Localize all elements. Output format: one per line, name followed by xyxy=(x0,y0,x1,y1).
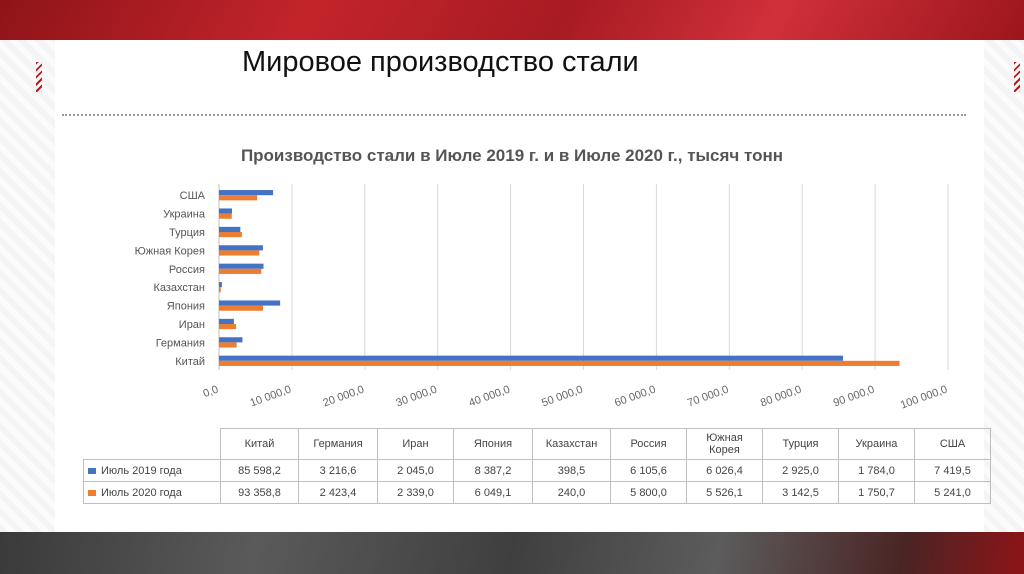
x-tick-label: 90 000,0 xyxy=(832,384,876,410)
table-header-cell: Китай xyxy=(220,428,299,460)
table-cell: 5 241,0 xyxy=(914,481,991,504)
legend-2020: Июль 2020 года xyxy=(83,481,221,504)
bar-2019 xyxy=(219,245,263,251)
bar-2019 xyxy=(219,282,222,288)
table-header-cell: США xyxy=(914,428,991,460)
bar-2019 xyxy=(219,263,264,269)
category-label: Турция xyxy=(169,227,205,239)
table-cell: 6 049,1 xyxy=(453,481,533,504)
table-row-2020: Июль 2020 года 93 358,8 2 423,4 2 339,0 6 0… xyxy=(83,481,991,504)
bar-2019 xyxy=(219,318,234,324)
bar-2020 xyxy=(219,342,237,348)
left-accent-mark xyxy=(36,62,42,92)
table-cell: 85 598,2 xyxy=(220,459,299,482)
bar-2020 xyxy=(219,232,242,238)
category-label: Украина xyxy=(163,209,206,221)
table-header-cell: Иран xyxy=(377,428,454,460)
bar-2019 xyxy=(219,190,274,196)
legend-label-2019: Июль 2019 года xyxy=(101,464,182,477)
table-header-cell: Германия xyxy=(298,428,378,460)
table-cell: 1 784,0 xyxy=(838,459,915,482)
legend-swatch-2020 xyxy=(88,489,96,496)
table-cell: 6 026,4 xyxy=(686,459,763,482)
right-decor-pattern xyxy=(984,40,1024,532)
bottom-decor-band xyxy=(0,532,1024,574)
table-header-row: Китай Германия Иран Япония Казахстан Россия Юж… xyxy=(84,428,991,460)
category-label: Япония xyxy=(167,301,205,313)
legend-swatch-2019 xyxy=(88,467,96,474)
table-header-cell: Турция xyxy=(762,428,839,460)
table-cell: 6 105,6 xyxy=(610,459,687,482)
category-label: Германия xyxy=(156,337,205,349)
table-cell: 5 800,0 xyxy=(610,481,687,504)
table-cell: 1 750,7 xyxy=(838,481,915,504)
bar-2020 xyxy=(219,213,232,219)
bar-2020 xyxy=(219,195,258,201)
x-tick-label: 10 000,0 xyxy=(249,384,293,410)
table-header-cell: Япония xyxy=(453,428,533,460)
bar-2019 xyxy=(219,355,844,361)
category-label: Южная Корея xyxy=(135,245,205,257)
category-label: Казахстан xyxy=(153,282,205,294)
bar-2020 xyxy=(219,360,900,366)
legend-2019: Июль 2019 года xyxy=(83,459,221,482)
table-cell: 2 423,4 xyxy=(298,481,378,504)
table-cell: 2 045,0 xyxy=(377,459,454,482)
table-corner xyxy=(84,429,221,460)
legend-label-2020: Июль 2020 года xyxy=(101,486,182,499)
right-accent-mark xyxy=(1014,62,1020,92)
category-label: Россия xyxy=(169,264,205,276)
table-header-cell: Южная Корея xyxy=(686,428,763,460)
table-cell: 8 387,2 xyxy=(453,459,533,482)
x-tick-label: 50 000,0 xyxy=(540,384,584,410)
bar-chart: Китай Германия Иран Япония Казахстан Россия Юж… xyxy=(135,184,949,412)
table-header-cell: Украина xyxy=(838,428,915,460)
data-table: Китай Германия Иран Япония Казахстан Россия Юж… xyxy=(83,428,991,504)
table-cell: 7 419,5 xyxy=(914,459,991,482)
table-row-2019: Июль 2019 года 85 598,2 3 216,6 2 045,0 8 3… xyxy=(83,459,991,482)
category-label: Иран xyxy=(179,319,205,331)
left-decor-pattern xyxy=(0,40,55,532)
top-decor-band xyxy=(0,0,1024,40)
bar-2020 xyxy=(219,268,262,274)
bar-2020 xyxy=(219,305,264,311)
slide-title: Мировое производство стали xyxy=(242,46,639,78)
table-cell: 5 526,1 xyxy=(686,481,763,504)
category-label: Китай xyxy=(175,356,205,368)
x-tick-label: 100 000,0 xyxy=(899,384,949,412)
bar-2019 xyxy=(219,337,243,343)
table-cell: 2 925,0 xyxy=(762,459,839,482)
x-tick-label: 30 000,0 xyxy=(394,384,438,410)
chart-title: Производство стали в Июле 2019 г. и в Ию… xyxy=(240,146,784,165)
table-cell: 240,0 xyxy=(532,481,611,504)
table-header-cell: Казахстан xyxy=(532,428,611,460)
title-divider xyxy=(62,114,966,116)
category-label: США xyxy=(180,190,206,202)
table-cell: 2 339,0 xyxy=(377,481,454,504)
x-tick-label: 40 000,0 xyxy=(467,384,511,410)
table-cell: 3 216,6 xyxy=(298,459,378,482)
table-header-cell: Россия xyxy=(610,428,687,460)
x-tick-label: 60 000,0 xyxy=(613,384,657,410)
x-tick-label: 0,0 xyxy=(202,384,220,401)
bar-2019 xyxy=(219,300,281,306)
x-tick-label: 80 000,0 xyxy=(759,384,803,410)
bar-2020 xyxy=(219,287,221,293)
bar-2020 xyxy=(219,324,237,330)
table-cell: 3 142,5 xyxy=(762,481,839,504)
bar-2020 xyxy=(219,250,260,256)
bar-2019 xyxy=(219,226,241,232)
x-tick-label: 20 000,0 xyxy=(321,384,365,410)
bar-2019 xyxy=(219,208,233,214)
table-cell: 398,5 xyxy=(532,459,611,482)
table-cell: 93 358,8 xyxy=(220,481,299,504)
x-tick-label: 70 000,0 xyxy=(686,384,730,410)
